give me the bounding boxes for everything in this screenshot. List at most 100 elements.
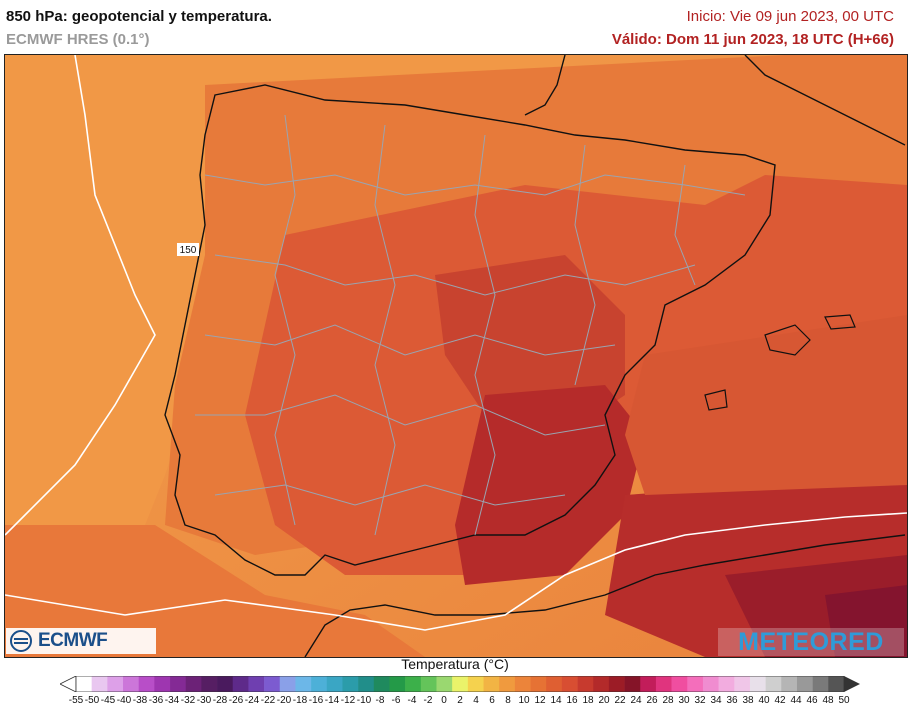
- legend-label: 46: [806, 695, 818, 706]
- legend-label: 22: [614, 695, 626, 706]
- legend-swatch: [389, 676, 406, 692]
- legend-label: -32: [180, 695, 196, 706]
- legend-swatch: [264, 676, 281, 692]
- legend-swatch: [295, 676, 312, 692]
- legend-swatch: [608, 676, 625, 692]
- legend-label: -36: [148, 695, 164, 706]
- color-scale: [60, 676, 860, 692]
- legend-label: -55: [68, 695, 84, 706]
- iberia-coastline: [164, 84, 776, 576]
- legend-label: 38: [742, 695, 754, 706]
- legend-swatch: [702, 676, 719, 692]
- temp-zone-south-atlantic: [5, 525, 425, 657]
- legend-label: -34: [164, 695, 180, 706]
- legend-swatch: [828, 676, 845, 692]
- legend-swatch: [76, 676, 92, 692]
- geopotential-contour-south: [5, 512, 907, 631]
- legend-label: 0: [441, 695, 447, 706]
- legend-label: -38: [132, 695, 148, 706]
- legend-label: -2: [423, 695, 433, 706]
- legend-labels: -55 -50 -45 -40 -38 -36 -34 -32 -30 -28 -26 -2 4 -22 -…: [0, 695, 910, 709]
- legend-swatch: [201, 676, 218, 692]
- legend-label: 42: [774, 695, 786, 706]
- legend-swatch: [546, 676, 563, 692]
- legend-swatch: [765, 676, 782, 692]
- legend-swatch: [185, 676, 202, 692]
- legend-swatch: [279, 676, 296, 692]
- legend-label: 10: [518, 695, 530, 706]
- legend-swatch: [311, 676, 328, 692]
- legend-label: -16: [308, 695, 324, 706]
- meteored-logo: METEORED: [718, 628, 904, 656]
- legend-label: 48: [822, 695, 834, 706]
- legend-swatch: [514, 676, 531, 692]
- legend-swatch: [217, 676, 234, 692]
- legend-swatch: [671, 676, 688, 692]
- legend-label: 44: [790, 695, 802, 706]
- legend-label: 8: [505, 695, 511, 706]
- legend-label: 6: [489, 695, 495, 706]
- legend-swatch: [530, 676, 547, 692]
- legend-swatch: [420, 676, 437, 692]
- legend-swatch: [749, 676, 766, 692]
- legend-label: 12: [534, 695, 546, 706]
- legend-swatch: [781, 676, 798, 692]
- ibiza: [704, 389, 728, 411]
- temp-zone-nw: [5, 55, 565, 655]
- legend-label: 36: [726, 695, 738, 706]
- temperature-map: 150: [4, 54, 908, 658]
- geopotential-contour: [5, 55, 156, 536]
- legend-label: -40: [116, 695, 132, 706]
- legend-swatch: [138, 676, 155, 692]
- legend-swatch: [467, 676, 484, 692]
- legend-label: -45: [100, 695, 116, 706]
- legend-label: -28: [212, 695, 228, 706]
- legend-swatch: [718, 676, 735, 692]
- legend-label: 16: [566, 695, 578, 706]
- legend-label: 20: [598, 695, 610, 706]
- legend-label: 34: [710, 695, 722, 706]
- legend-swatch: [326, 676, 343, 692]
- legend-max-arrow: [844, 676, 860, 692]
- legend-swatch: [436, 676, 453, 692]
- admin-borders: [195, 114, 746, 536]
- africa-coastline: [304, 534, 906, 657]
- legend-swatch: [358, 676, 375, 692]
- legend-swatch: [405, 676, 422, 692]
- map-title: 850 hPa: geopotencial y temperatura.: [6, 8, 272, 25]
- legend-swatch: [373, 676, 390, 692]
- legend-swatch: [232, 676, 249, 692]
- legend-swatch: [624, 676, 641, 692]
- legend-label: 26: [646, 695, 658, 706]
- legend-label: 24: [630, 695, 642, 706]
- header: 850 hPa: geopotencial y temperatura. ECM…: [0, 0, 910, 54]
- legend-label: -26: [228, 695, 244, 706]
- mallorca: [764, 324, 811, 356]
- valid-time: Válido: Dom 11 jun 2023, 18 UTC (H+66): [611, 31, 894, 48]
- legend-label: -6: [391, 695, 401, 706]
- legend-title: Temperatura (°C): [401, 656, 509, 672]
- france-coastline: [524, 55, 906, 146]
- legend-swatch: [593, 676, 610, 692]
- legend-min-arrow: [60, 676, 77, 692]
- legend-label: -10: [356, 695, 372, 706]
- legend-swatch: [640, 676, 657, 692]
- legend-swatch: [734, 676, 751, 692]
- legend-swatch: [170, 676, 187, 692]
- legend-swatch: [483, 676, 500, 692]
- legend-label: 40: [758, 695, 770, 706]
- ecmwf-logo-text: ECMWF: [38, 630, 108, 651]
- legend-swatch: [342, 676, 359, 692]
- legend-swatch: [123, 676, 139, 692]
- legend-label: -12: [340, 695, 356, 706]
- legend-swatch: [577, 676, 594, 692]
- legend-label: -22: [260, 695, 276, 706]
- map-canvas: 150: [5, 55, 907, 657]
- legend-label: 2: [457, 695, 463, 706]
- legend-label: -50: [84, 695, 100, 706]
- meteored-logo-text: METEORED: [738, 627, 884, 656]
- ecmwf-mark-icon: [10, 630, 32, 652]
- legend-swatch: [655, 676, 672, 692]
- legend-label: -30: [196, 695, 212, 706]
- legend-label: 4: [473, 695, 479, 706]
